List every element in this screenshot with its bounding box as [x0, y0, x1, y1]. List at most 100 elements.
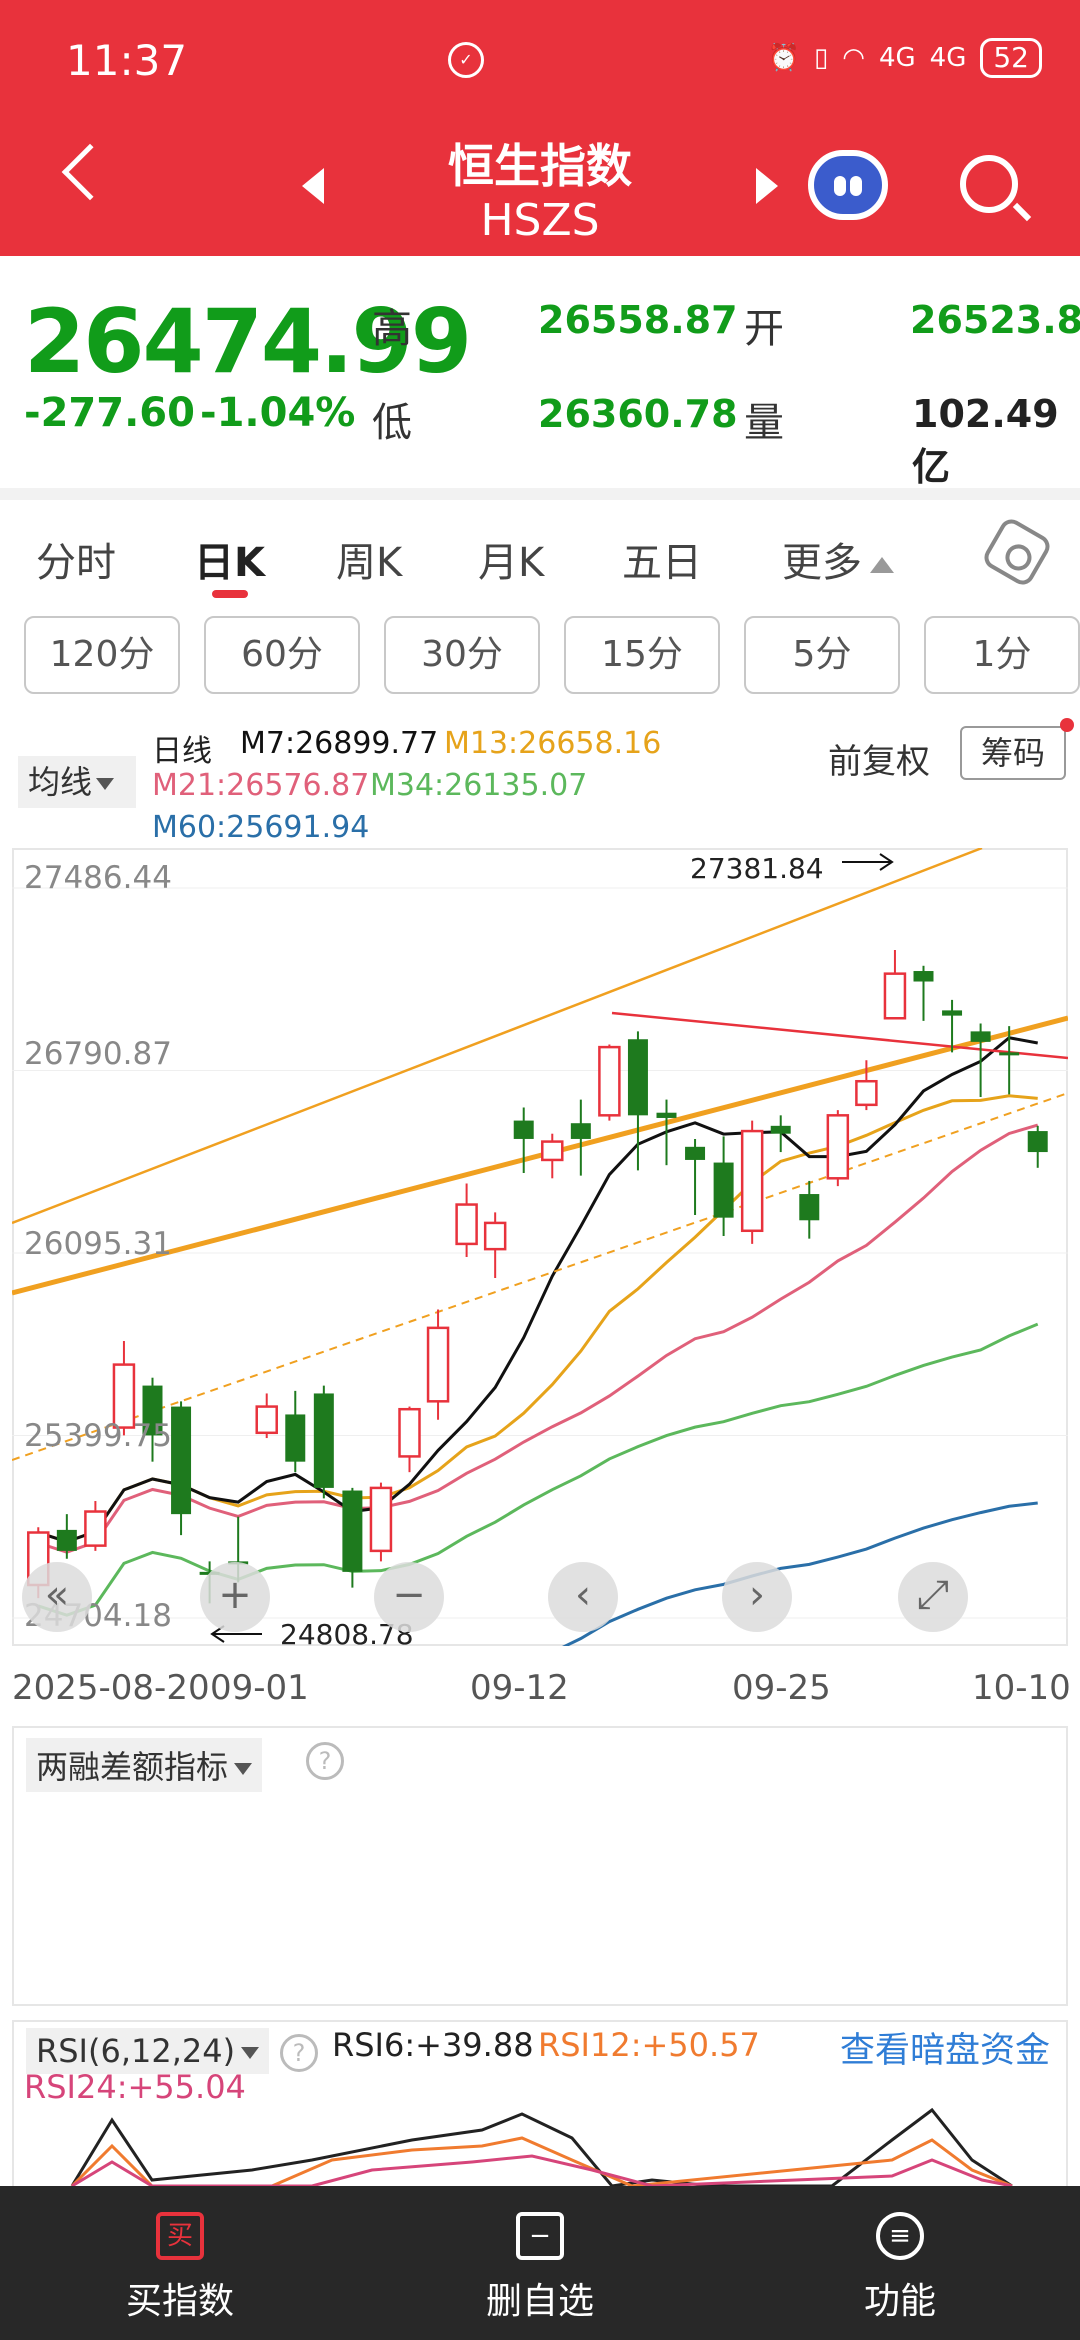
candle-body	[913, 971, 934, 982]
ma-m7: M7:26899.77	[240, 726, 439, 761]
period-60min-button[interactable]: 60分	[204, 616, 360, 694]
rsi-indicator-selector[interactable]: RSI(6,12,24)	[26, 2028, 270, 2074]
current-price: 26474.99	[24, 290, 472, 393]
ma-m34: M34:26135.07	[370, 768, 588, 803]
tab-five-day[interactable]: 五日	[622, 540, 702, 586]
tab-weekly-k[interactable]: 周K	[336, 540, 403, 586]
y-tick-label: 25399.75	[24, 1418, 172, 1454]
zoom-out-icon[interactable]: −	[374, 1562, 444, 1632]
caret-down-icon	[96, 778, 115, 790]
upper-channel-line	[12, 848, 983, 1225]
scroll-left-icon[interactable]: ‹	[548, 1562, 618, 1632]
vibrate-icon: ▯	[813, 43, 829, 73]
price-change-pct: -1.04%	[200, 390, 356, 436]
back-icon[interactable]	[61, 143, 119, 201]
ma-selector-label: 均线	[28, 763, 93, 801]
candle-body	[770, 1125, 791, 1134]
candle-body	[112, 1363, 136, 1429]
candle-body	[398, 1407, 421, 1458]
candle-body	[799, 1194, 820, 1221]
candle-body	[1027, 1131, 1048, 1153]
ma-m60: M60:25691.94	[152, 810, 370, 845]
scroll-right-icon[interactable]: ›	[722, 1562, 792, 1632]
rsi24-value: RSI24:+55.04	[24, 2068, 246, 2106]
tab-more-label: 更多	[782, 540, 862, 586]
candle-body	[142, 1385, 163, 1436]
candle-body	[740, 1129, 764, 1233]
notification-icon: ✓	[448, 42, 484, 78]
status-time: 11:37	[66, 36, 188, 85]
remove-watchlist-button[interactable]: − 删自选	[360, 2186, 720, 2340]
rsi12-line	[70, 2136, 1013, 2186]
high-value: 26558.87	[538, 298, 738, 342]
help-icon[interactable]: ?	[306, 1742, 344, 1780]
tab-daily-k[interactable]: 日K	[194, 540, 265, 586]
prev-stock-icon[interactable]	[302, 168, 324, 204]
max-arrow	[842, 853, 894, 871]
ma-selector[interactable]: 均线	[18, 756, 136, 808]
signal-icon-1: 4G	[878, 43, 916, 73]
candle-body	[883, 972, 907, 1020]
candle-body	[826, 1114, 850, 1180]
kline-chart[interactable]	[12, 848, 1068, 1646]
margin-indicator-selector[interactable]: 两融差额指标	[26, 1738, 263, 1792]
page-subtitle: HSZS	[480, 195, 600, 246]
period-120min-button[interactable]: 120分	[24, 616, 180, 694]
tab-more[interactable]: 更多	[782, 530, 894, 588]
tab-intraday[interactable]: 分时	[36, 540, 116, 586]
active-tab-indicator	[212, 590, 248, 598]
candle-body	[570, 1123, 591, 1139]
app-header: 11:37 ✓ ⏰ ▯ ◠ 4G 4G 52 恒生指数 HSZS	[0, 0, 1080, 256]
fullscreen-icon[interactable]: ⤢	[898, 1562, 968, 1632]
margin-indicator-panel	[12, 1726, 1068, 2006]
candle-body	[285, 1414, 306, 1462]
period-15min-button[interactable]: 15分	[564, 616, 720, 694]
ma-m21: M21:26576.87	[152, 768, 370, 803]
adjust-mode-button[interactable]: 前复权	[828, 742, 930, 782]
help-icon[interactable]: ?	[280, 2034, 318, 2072]
buy-index-button[interactable]: 买 买指数	[0, 2186, 360, 2340]
search-icon[interactable]	[960, 155, 1018, 213]
y-tick-label: 26095.31	[24, 1226, 172, 1262]
low-label: 低	[372, 400, 412, 446]
period-5min-button[interactable]: 5分	[744, 616, 900, 694]
x-tick-label: 09-25	[732, 1668, 831, 1708]
settings-icon[interactable]	[980, 515, 1054, 589]
robot-assistant-icon[interactable]	[808, 150, 888, 220]
x-tick-label: 10-10	[972, 1668, 1071, 1708]
ma7-line	[37, 1036, 1038, 1544]
candle-body	[313, 1393, 334, 1488]
period-1min-button[interactable]: 1分	[924, 616, 1080, 694]
status-bar: 11:37 ✓ ⏰ ▯ ◠ 4G 4G 52	[0, 0, 1080, 120]
rsi6-line	[70, 2107, 1013, 2186]
ma-line-label: 日线	[152, 734, 212, 769]
scroll-left-fast-icon[interactable]: «	[22, 1562, 92, 1632]
divider	[0, 488, 1080, 500]
margin-indicator-label: 两融差额指标	[36, 1748, 229, 1786]
open-value: 26523.89	[910, 298, 1080, 342]
period-30min-button[interactable]: 30分	[384, 616, 540, 694]
signal-icon-2: 4G	[929, 43, 967, 73]
high-label: 高	[372, 306, 412, 352]
open-label: 开	[744, 306, 784, 352]
next-stock-icon[interactable]	[756, 168, 778, 204]
tab-monthly-k[interactable]: 月K	[478, 540, 545, 586]
minus-box-icon: −	[516, 2212, 564, 2260]
chip-distribution-button[interactable]: 筹码	[960, 726, 1066, 780]
zoom-in-icon[interactable]: +	[200, 1562, 270, 1632]
bottom-toolbar: 买 买指数 − 删自选 ≡ 功能	[0, 2186, 1080, 2340]
y-tick-label: 27486.44	[24, 860, 172, 896]
buy-icon: 买	[156, 2212, 204, 2260]
functions-label: 功能	[863, 2281, 936, 2322]
menu-icon: ≡	[876, 2212, 924, 2260]
dark-pool-link[interactable]: 查看暗盘资金	[840, 2031, 1051, 2071]
candle-body	[84, 1510, 107, 1547]
buy-index-label: 买指数	[125, 2281, 234, 2322]
resistance-line	[611, 1011, 1068, 1060]
functions-button[interactable]: ≡ 功能	[720, 2186, 1080, 2340]
caret-up-icon	[870, 557, 894, 573]
x-tick-label: 09-12	[470, 1668, 569, 1708]
candle-body	[999, 1052, 1020, 1056]
candle-body	[369, 1486, 393, 1553]
remove-watchlist-label: 删自选	[485, 2281, 594, 2322]
